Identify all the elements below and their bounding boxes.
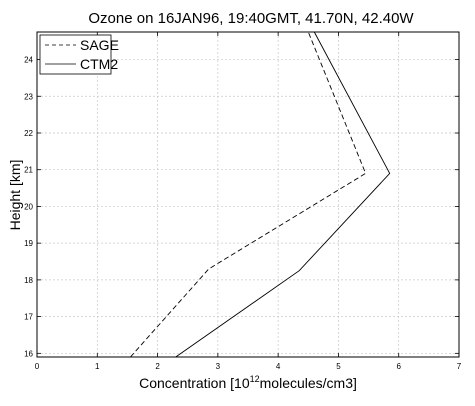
series-line-ctm2 xyxy=(175,31,391,358)
legend-label-sage: SAGE xyxy=(80,37,119,53)
y-tick-label: 18 xyxy=(24,276,33,285)
x-axis-label-exponent: 12 xyxy=(250,374,260,384)
legend-label-ctm2: CTM2 xyxy=(80,56,118,72)
y-tick-label: 23 xyxy=(24,92,33,101)
series-lines xyxy=(130,31,391,358)
y-tick-label: 19 xyxy=(24,239,33,248)
y-tick-label: 24 xyxy=(24,56,33,65)
x-axis-label-suffix: molecules/cm3] xyxy=(260,375,357,391)
x-tick-label: 3 xyxy=(216,362,221,371)
x-tick-label: 5 xyxy=(336,362,341,371)
x-axis-label: Concentration [1012molecules/cm3] xyxy=(139,374,357,391)
plot-frame xyxy=(36,31,460,358)
y-tick-label: 20 xyxy=(24,202,33,211)
x-tick-label: 6 xyxy=(396,362,401,371)
y-tick-label: 22 xyxy=(24,129,33,138)
x-tick-label: 4 xyxy=(276,362,281,371)
series-line-sage xyxy=(130,31,367,358)
x-tick-label: 0 xyxy=(35,362,40,371)
chart-title: Ozone on 16JAN96, 19:40GMT, 41.70N, 42.4… xyxy=(88,10,414,27)
grid xyxy=(37,32,459,357)
legend: SAGE CTM2 xyxy=(39,34,119,75)
y-tick-label: 21 xyxy=(24,166,33,175)
x-tick-label: 7 xyxy=(457,362,462,371)
x-tick-label: 1 xyxy=(95,362,100,371)
y-tick-label: 16 xyxy=(24,349,33,358)
y-tick-label: 17 xyxy=(24,313,33,322)
legend-box xyxy=(39,34,112,75)
x-axis-label-prefix: Concentration [10 xyxy=(139,375,250,391)
x-tick-label: 2 xyxy=(155,362,160,371)
y-axis-label: Height [km] xyxy=(7,160,23,231)
